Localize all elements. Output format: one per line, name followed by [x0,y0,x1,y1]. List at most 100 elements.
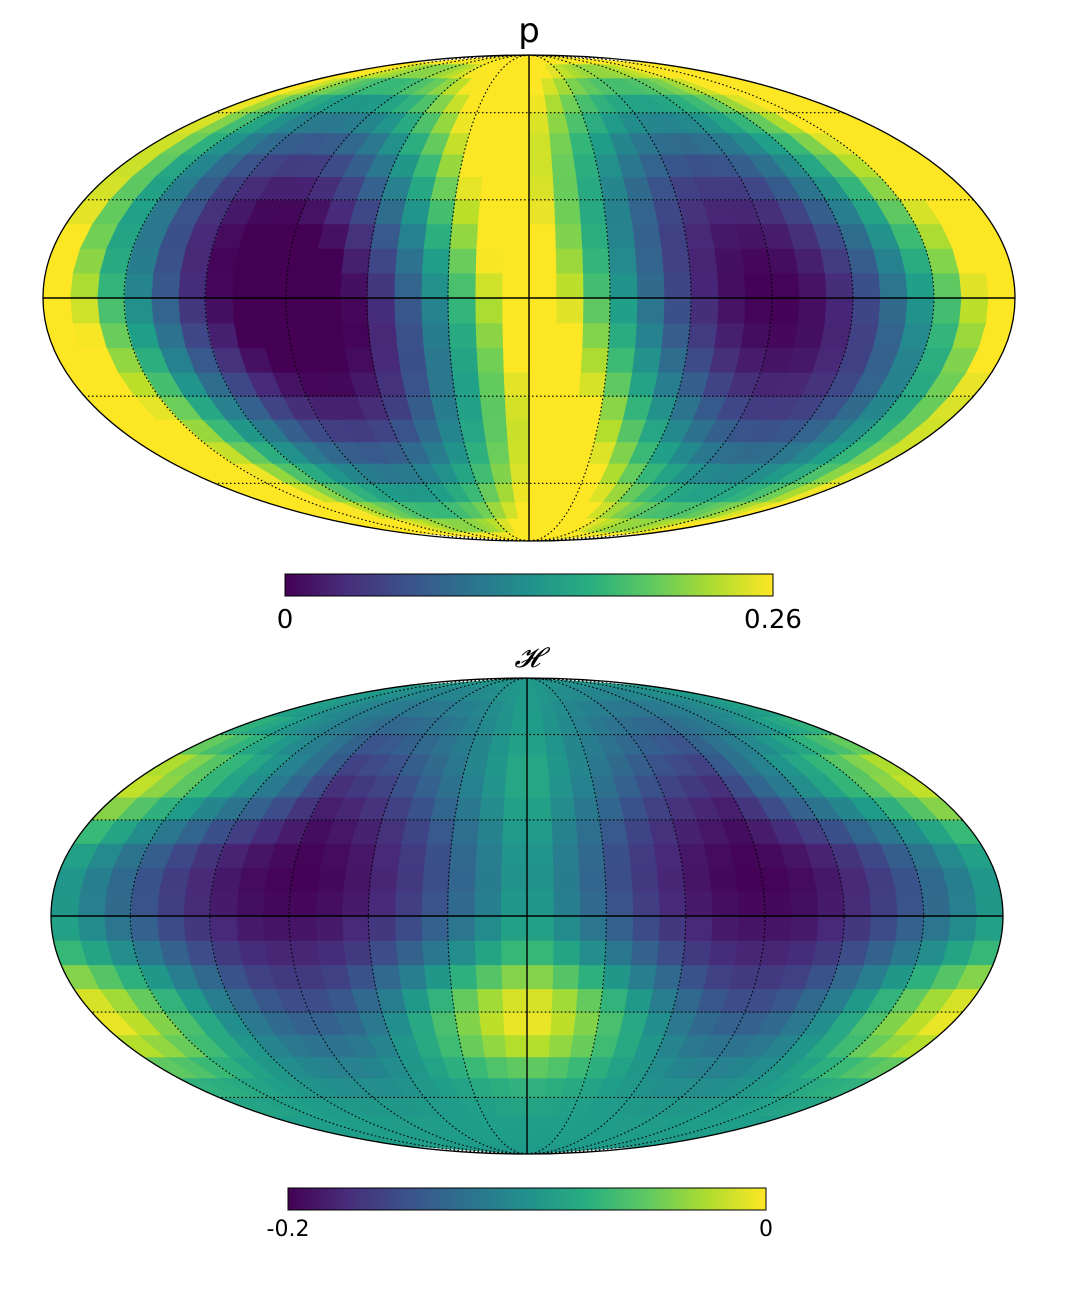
map-cell [501,272,530,299]
map-cell [502,1011,528,1036]
map-cell [526,716,545,735]
map-cell [394,891,423,917]
map-cell [177,272,208,299]
map-cell [739,247,772,274]
map-cell [710,915,740,941]
map-cell [707,940,738,966]
colorbar-min-label-p: 0 [277,605,294,635]
map-cell [528,482,547,503]
map-cell [312,297,342,324]
map-cell [627,964,657,990]
map-cell [501,247,530,274]
map-cell [449,223,479,249]
map-cell [286,247,319,274]
map-cell [502,796,528,821]
map-cell [658,915,687,941]
map-cell [204,297,235,324]
map-cell [627,371,659,397]
map-cell [447,247,477,274]
graticule-line [367,677,528,1155]
map-cell [259,247,292,274]
map-cell [528,441,552,464]
map-cell [182,891,212,917]
map-cell [477,371,505,397]
map-cell [473,866,502,892]
map-cell [503,395,530,420]
map-cell [371,842,402,868]
map-cell [577,371,607,397]
map-cell [631,891,660,917]
map-cell [503,774,528,798]
map-cell [716,297,746,324]
map-cell [480,1034,507,1058]
map-cell [604,940,633,966]
map-cell [474,247,504,274]
map-cell [69,272,100,299]
map-cell [631,223,662,249]
map-cell [577,199,607,225]
map-cell [868,891,898,917]
map-cell [204,272,235,299]
map-cell [579,891,607,917]
map-cell [823,272,854,299]
map-cell [528,93,547,114]
map-cell [554,223,583,249]
map-cell [605,347,636,373]
map-cell [985,297,1015,324]
map-cell [609,272,638,299]
map-cell [447,866,476,892]
map-cell [526,940,554,966]
map-cell [481,418,508,443]
map-cell [182,915,212,941]
map-cell [605,891,634,917]
map-cell [766,322,799,349]
map-cell [129,891,160,917]
map-cell [103,891,133,917]
graticule-line [526,677,925,1155]
map-cell [576,964,606,990]
map-cell [554,247,584,274]
map-cell [947,891,978,917]
map-cell [448,964,478,990]
map-cell [313,322,345,349]
map-cell [569,1034,597,1058]
map-cell [340,322,371,349]
map-cell [367,322,398,349]
map-cell [689,297,719,324]
map-cell [797,297,827,324]
map-cell [526,891,554,917]
map-cell [545,1056,571,1079]
map-cell [422,223,453,249]
map-cell [553,199,581,225]
map-cell [687,247,718,274]
map-cell [602,964,631,990]
map-cell [985,272,1015,299]
map-cell [574,819,603,844]
map-cell [572,1011,601,1036]
map-cell [579,223,609,249]
map-cell [285,272,315,299]
map-cell [579,915,607,941]
map-cell [815,915,845,941]
map-cell [501,988,528,1013]
graticule-line [526,677,845,1155]
map-cell [501,819,528,844]
map-cell [609,297,638,324]
map-cell [288,915,318,941]
map-cell [630,866,659,892]
map-cell [743,297,773,324]
map-cell [123,272,154,299]
map-cell [759,940,791,966]
map-cell [602,199,633,225]
map-cell [369,347,401,373]
map-cell [500,866,528,892]
map-cell [743,272,773,299]
map-cell [958,297,989,324]
map-cell [423,842,452,868]
map-cell [551,964,580,990]
map-cell [289,940,321,966]
map-cell [475,223,504,249]
map-cell [262,891,291,917]
map-cell [973,915,1003,941]
map-cell [569,774,597,798]
